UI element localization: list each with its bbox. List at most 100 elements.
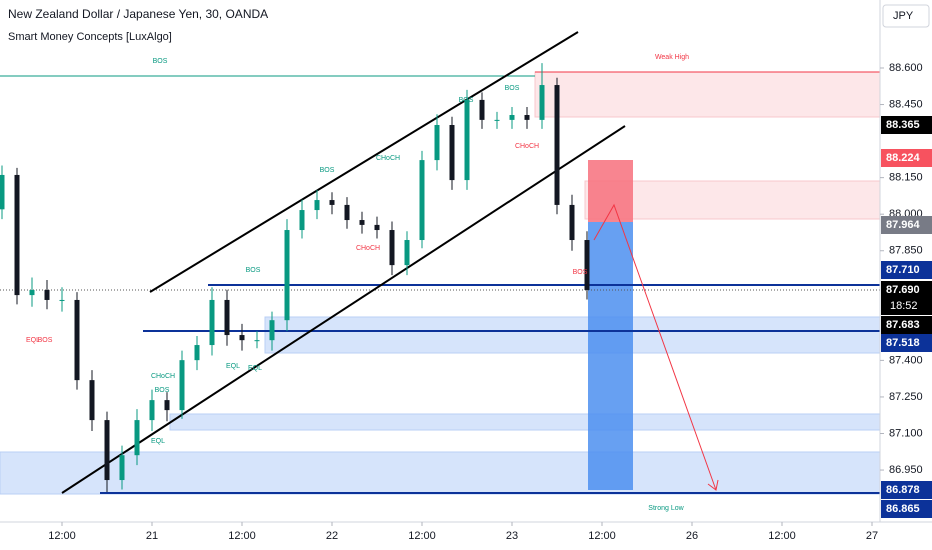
candle-body	[299, 210, 305, 231]
x-tick-label: 12:00	[768, 530, 796, 542]
candle-body	[29, 289, 35, 296]
y-tick-label: 86.950	[889, 464, 923, 476]
price-tag-box	[881, 149, 932, 167]
y-tick-label: 87.250	[889, 391, 923, 403]
candle-body	[524, 115, 530, 120]
structure-label: Weak High	[655, 54, 689, 61]
structure-label: CHoCH	[151, 373, 175, 380]
candle-body	[224, 299, 230, 336]
annotations: BOS Weak High BOS BOS CHoCH CHoCH BOS CHoCH BOS B…	[26, 54, 689, 512]
candle-body	[14, 174, 20, 296]
candle-body	[419, 160, 425, 241]
price-tag-box	[881, 481, 932, 499]
candle-body	[404, 240, 410, 266]
price-tag-box	[881, 261, 932, 279]
candle-body	[479, 99, 485, 120]
demand-zone	[0, 451, 881, 495]
candle-body	[254, 340, 260, 342]
price-tag-label: 87.683	[886, 319, 920, 331]
candle-body	[269, 320, 275, 341]
candle-body	[449, 125, 455, 181]
y-tick-label: 87.850	[889, 245, 923, 257]
structure-label: CHoCH	[515, 143, 539, 150]
structure-label: CHoCH	[376, 155, 400, 162]
candle-body	[464, 99, 470, 181]
x-tick-label: 27	[866, 530, 878, 542]
x-tick-label: 23	[506, 530, 518, 542]
y-tick-label: 88.600	[889, 62, 923, 74]
currency-box	[882, 4, 930, 28]
channel-line	[61, 125, 626, 494]
currency-label: JPY	[893, 10, 914, 22]
channel-line	[149, 31, 579, 293]
structure-label: EQL	[248, 365, 262, 372]
price-tag-box	[881, 281, 932, 315]
candle-body	[89, 380, 95, 421]
price-tag-label: 86.865	[886, 503, 920, 515]
structure-label: BOS	[320, 167, 335, 174]
x-tick-label: 12:00	[588, 530, 616, 542]
price-tag-label: 88.365	[886, 119, 920, 131]
candle-body	[284, 230, 290, 321]
candle-body	[569, 204, 575, 241]
y-tick-label: 87.100	[889, 427, 923, 439]
price-tag-label: 88.224	[886, 152, 921, 164]
x-tick-label: 12:00	[408, 530, 436, 542]
structure-label: EQL	[226, 363, 240, 370]
candle-body	[494, 119, 500, 121]
structure-label: BOS	[38, 337, 53, 344]
candle-body	[209, 299, 215, 346]
indicator-name: Smart Money Concepts [LuxAlgo]	[8, 31, 172, 43]
weak-high-zone	[534, 71, 881, 118]
structure-label: EQL	[26, 337, 40, 344]
candle-body	[134, 420, 140, 456]
candle-body	[389, 230, 395, 266]
price-tag-label: 87.690	[886, 284, 920, 296]
price-tag-box	[881, 116, 932, 134]
candle-body	[164, 400, 170, 411]
price-tag-box	[881, 334, 932, 352]
candle-body	[344, 204, 350, 221]
candle-body	[434, 125, 440, 161]
x-tick-label: 12:00	[228, 530, 256, 542]
candle-body	[374, 224, 380, 231]
candle-body	[104, 420, 110, 481]
axes: 88.60088.45088.15088.00087.85087.40087.2…	[48, 62, 922, 542]
arrow-head	[707, 479, 719, 491]
countdown-label: 18:52	[890, 300, 918, 312]
price-tag-label: 87.710	[886, 264, 920, 276]
price-tag-box	[881, 216, 932, 234]
price-tag-label: 86.878	[886, 484, 920, 496]
candle-body	[539, 85, 545, 120]
candle-body	[509, 115, 515, 120]
candle-body	[554, 85, 560, 205]
structure-label: BOS	[153, 58, 168, 65]
candle-body	[0, 174, 5, 210]
price-tag-label: 87.964	[886, 219, 921, 231]
demand-zone	[169, 413, 881, 431]
structure-label: EQL	[151, 438, 165, 445]
candle-body	[44, 289, 50, 300]
candle-body	[119, 455, 125, 481]
structure-label: BOS	[459, 97, 474, 104]
candle-body	[584, 240, 590, 290]
structure-label: Strong Low	[648, 505, 684, 512]
candles	[0, 63, 590, 492]
candle-body	[329, 200, 335, 205]
y-tick-label: 87.400	[889, 354, 923, 366]
price-tag-box	[881, 316, 932, 334]
candle-body	[314, 200, 320, 211]
candle-body	[194, 345, 200, 361]
y-tick-label: 88.150	[889, 172, 923, 184]
candle-body	[149, 400, 155, 421]
chart-title: New Zealand Dollar / Japanese Yen, 30, O…	[8, 7, 268, 21]
candle-body	[179, 360, 185, 411]
structure-label: BOS	[246, 267, 261, 274]
x-tick-label: 22	[326, 530, 338, 542]
x-tick-label: 26	[686, 530, 698, 542]
candle-body	[359, 220, 365, 225]
candle-body	[59, 299, 65, 301]
candle-body	[239, 335, 245, 341]
structure-label: BOS	[155, 387, 170, 394]
